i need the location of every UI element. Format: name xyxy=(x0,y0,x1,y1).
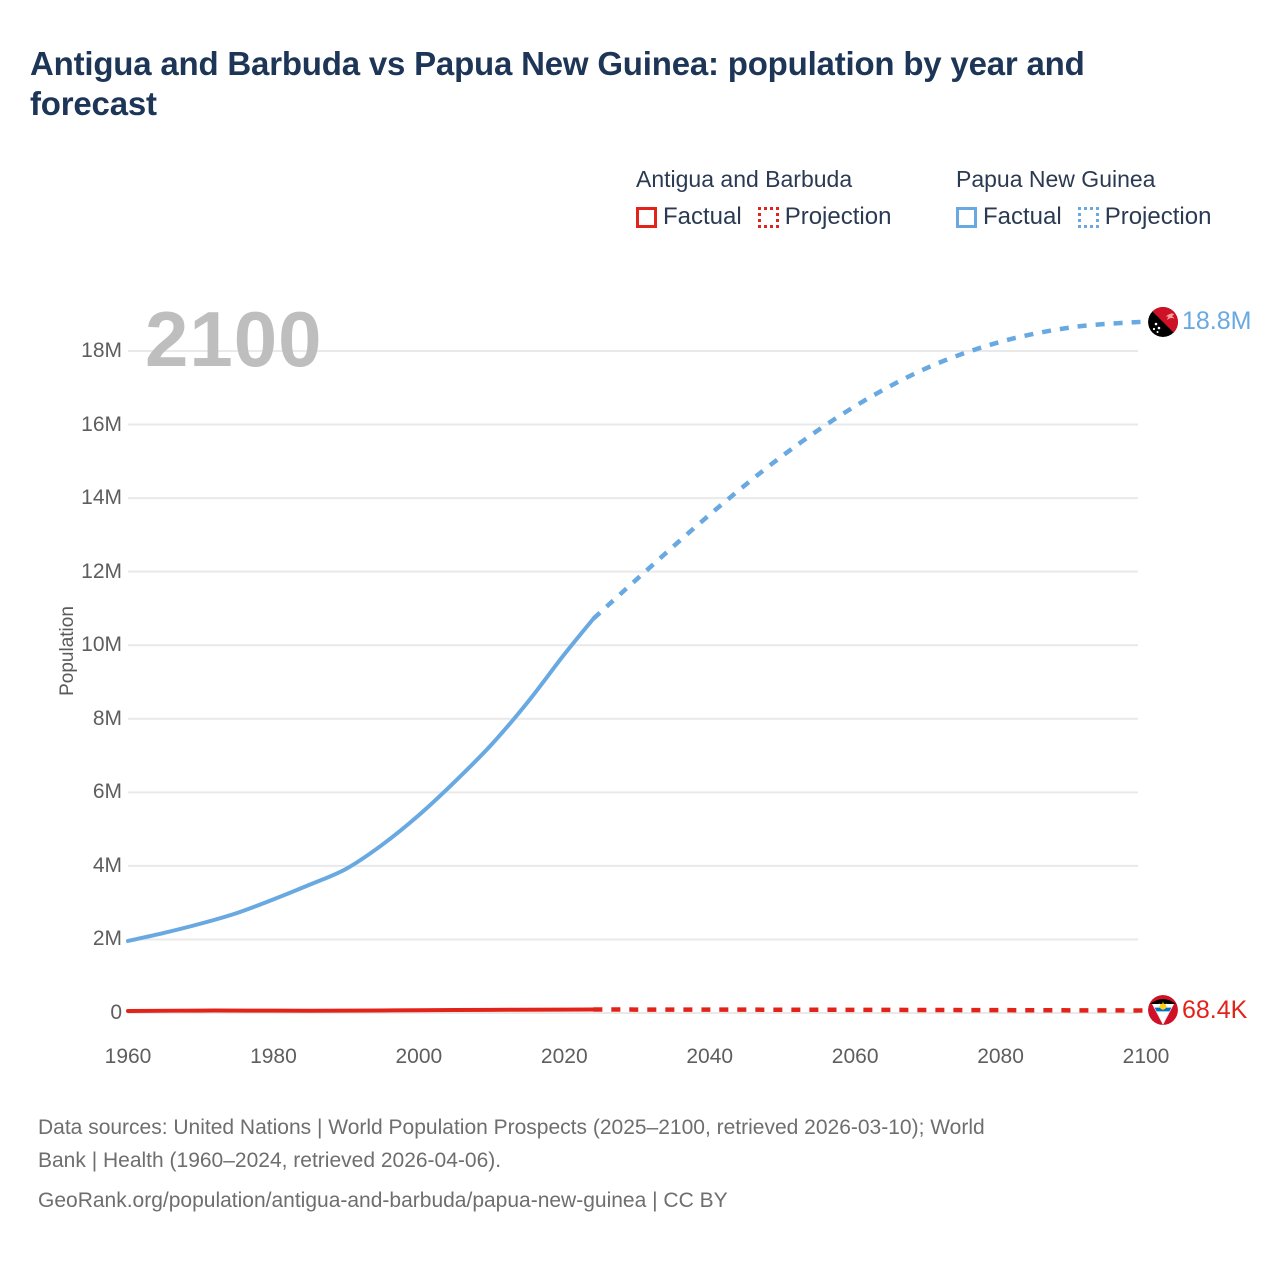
endpoint-papua-new-guinea: 18.8M xyxy=(1148,306,1252,337)
legend-item-label: Factual xyxy=(983,203,1062,230)
legend-swatch-dotted-icon xyxy=(1077,206,1099,228)
endpoint-value: 18.8M xyxy=(1182,307,1252,336)
x-axis-tick-label: 1960 xyxy=(104,1045,152,1068)
y-axis-tick-label: 10M xyxy=(81,633,122,657)
x-axis-tick-label: 2020 xyxy=(540,1045,588,1068)
legend-country-name: Papua New Guinea xyxy=(956,166,1156,192)
legend-swatch-solid-icon xyxy=(956,206,977,228)
footer-data-sources-line2: Bank | Health (1960–2024, retrieved 2026… xyxy=(38,1148,502,1172)
legend-item-label: Factual xyxy=(663,203,742,230)
chart-footer: Data sources: United Nations | World Pop… xyxy=(38,1112,1238,1218)
endpoint-value: 68.4K xyxy=(1182,995,1248,1024)
gridlines xyxy=(128,350,1138,1014)
x-axis-tick-label: 1980 xyxy=(250,1045,297,1068)
x-axis-tick-label: 2000 xyxy=(395,1045,443,1068)
x-axis-tick-label: 2040 xyxy=(686,1045,734,1068)
series-lines xyxy=(126,319,1147,1013)
y-axis-tick-label: 4M xyxy=(92,853,122,877)
series-line-projection-antigua-and-barbuda xyxy=(593,1007,1147,1013)
y-axis-tick-label: 2M xyxy=(92,927,122,951)
y-axis-tick-label: 12M xyxy=(81,559,122,583)
legend-item-label: Projection xyxy=(784,203,892,230)
legend-item-antigua-factual[interactable]: Factual xyxy=(636,205,742,229)
series-line-factual-antigua-and-barbuda xyxy=(126,1007,596,1013)
plot-area xyxy=(126,319,1147,1014)
x-axis-tick-label: 2100 xyxy=(1122,1045,1170,1068)
chart-title: Antigua and Barbuda vs Papua New Guinea:… xyxy=(30,45,1085,123)
legend-group-papua-new-guinea: Papua New Guinea Factual Projection xyxy=(956,168,1211,229)
legend-item-antigua-projection[interactable]: Projection xyxy=(757,203,892,230)
y-axis-tick-label: 16M xyxy=(81,412,122,436)
series-line-factual-papua-new-guinea xyxy=(126,616,596,943)
papua-new-guinea-flag-icon xyxy=(1148,306,1178,337)
y-axis-tick-label: 8M xyxy=(92,706,122,730)
legend-group-antigua-and-barbuda: Antigua and Barbuda Factual Projection xyxy=(636,168,891,229)
plot-svg xyxy=(126,319,1147,1014)
series-line-projection-papua-new-guinea xyxy=(591,319,1147,621)
footer-attribution: GeoRank.org/population/antigua-and-barbu… xyxy=(38,1189,728,1213)
y-axis-tick-label: 18M xyxy=(81,339,122,362)
legend-item-papua-factual[interactable]: Factual xyxy=(956,205,1062,229)
antigua-and-barbuda-flag-icon xyxy=(1148,995,1178,1026)
legend-item-label: Projection xyxy=(1104,203,1212,230)
y-axis-tick-label: 14M xyxy=(81,486,122,510)
legend-item-papua-projection[interactable]: Projection xyxy=(1077,203,1212,230)
year-watermark: 2100 xyxy=(145,295,323,383)
x-axis-tick-label: 2080 xyxy=(977,1045,1024,1068)
x-axis-tick-label: 2060 xyxy=(831,1045,879,1068)
footer-data-sources-line1: Data sources: United Nations | World Pop… xyxy=(38,1116,985,1139)
chart-legend: Antigua and Barbuda Factual Projection P… xyxy=(636,168,1256,248)
legend-swatch-solid-icon xyxy=(636,206,657,228)
y-axis-tick-label: 6M xyxy=(92,780,122,804)
endpoint-antigua-and-barbuda: 68.4K xyxy=(1148,995,1248,1026)
y-axis-tick-label: 0 xyxy=(110,1001,122,1024)
legend-swatch-dotted-icon xyxy=(757,206,779,228)
legend-country-name: Antigua and Barbuda xyxy=(636,166,853,192)
